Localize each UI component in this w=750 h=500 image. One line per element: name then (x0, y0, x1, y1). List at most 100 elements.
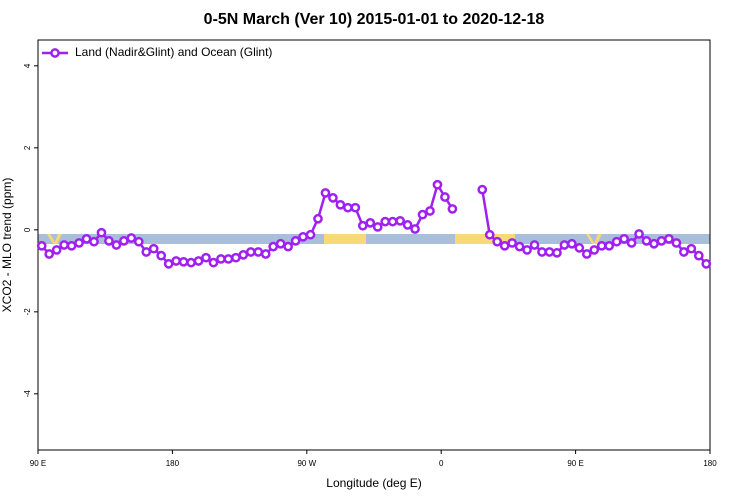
data-point (74, 238, 84, 248)
data-point (81, 234, 92, 244)
data-point (44, 249, 55, 259)
data-point (104, 236, 114, 246)
data-point (492, 236, 503, 247)
data-point (626, 238, 637, 248)
legend-label: Land (Nadir&Glint) and Ocean (Glint) (75, 45, 272, 59)
data-point (559, 240, 570, 250)
data-point (148, 243, 159, 254)
data-point (66, 240, 77, 251)
data-point (395, 215, 405, 226)
y-tick-label: 0 (23, 227, 32, 232)
data-point (432, 179, 443, 190)
data-point (216, 254, 226, 264)
data-point (693, 250, 704, 261)
data-point (656, 236, 667, 246)
data-point (544, 247, 555, 257)
data-point (96, 227, 107, 238)
data-point (671, 238, 682, 248)
land-band (586, 234, 602, 244)
data-point (596, 240, 607, 251)
data-point (320, 188, 331, 198)
data-point (477, 184, 488, 195)
x-tick-label: 0 (439, 459, 444, 468)
data-point (357, 220, 368, 231)
x-tick-label: 90 E (30, 459, 46, 468)
data-point (537, 247, 547, 257)
data-point (133, 236, 144, 247)
data-point (372, 222, 383, 232)
data-point (126, 233, 137, 243)
legend-marker (50, 48, 60, 58)
data-point (567, 238, 577, 249)
y-tick-label: 4 (23, 63, 32, 68)
data-point (634, 229, 644, 239)
y-tick-label: 2 (23, 145, 32, 150)
data-point (604, 240, 615, 251)
data-point (51, 245, 62, 255)
data-point (335, 199, 346, 210)
data-point (313, 213, 323, 224)
data-point (260, 249, 271, 259)
land-band (455, 234, 515, 244)
data-point (589, 245, 600, 255)
data-point (290, 236, 301, 246)
data-point (343, 202, 353, 213)
data-point (499, 240, 510, 251)
data-point (410, 224, 420, 234)
data-point (679, 247, 689, 257)
x-axis-label: Longitude (deg E) (326, 476, 421, 490)
data-point (193, 256, 204, 266)
data-point (552, 247, 562, 258)
data-point (701, 259, 712, 269)
data-point (253, 247, 264, 257)
data-point (156, 250, 167, 261)
data-point (171, 256, 181, 266)
data-point (119, 236, 129, 246)
data-point (387, 216, 398, 227)
data-point (350, 202, 361, 213)
data-point (619, 234, 629, 244)
data-point (328, 193, 338, 203)
y-tick-label: -2 (23, 308, 32, 316)
data-point (417, 209, 428, 220)
data-point (36, 240, 47, 251)
data-point (305, 229, 316, 240)
data-point (402, 220, 413, 230)
data-point (141, 247, 152, 257)
chart-title: 0-5N March (Ver 10) 2015-01-01 to 2020-1… (204, 11, 545, 28)
data-point (514, 241, 525, 252)
data-point (664, 234, 674, 244)
data-point (581, 249, 592, 259)
x-tick-label: 90 E (567, 459, 583, 468)
data-point (283, 241, 293, 252)
data-point (447, 204, 458, 214)
data-point (201, 252, 211, 263)
surface-band (38, 234, 710, 244)
x-tick-label: 90 W (297, 459, 316, 468)
data-point (686, 243, 697, 254)
data-point (89, 236, 99, 247)
data-point (507, 238, 517, 248)
data-point (208, 257, 219, 268)
data-point (298, 231, 308, 242)
data-point (223, 254, 234, 264)
data-point (238, 249, 249, 260)
y-tick-label: -4 (23, 390, 32, 398)
data-point (111, 240, 122, 250)
data-point (231, 252, 241, 263)
data-point (522, 245, 532, 255)
land-band (47, 234, 62, 244)
data-point (574, 243, 585, 253)
x-tick-label: 180 (703, 459, 717, 468)
data-point (365, 218, 376, 228)
data-point (641, 236, 652, 246)
data-point (245, 247, 256, 257)
land-band (324, 234, 366, 244)
data-point (163, 259, 174, 269)
data-point (529, 240, 540, 250)
data-point (380, 216, 391, 227)
data-point (186, 257, 196, 268)
x-tick-label: 180 (166, 459, 180, 468)
data-point (484, 229, 495, 240)
